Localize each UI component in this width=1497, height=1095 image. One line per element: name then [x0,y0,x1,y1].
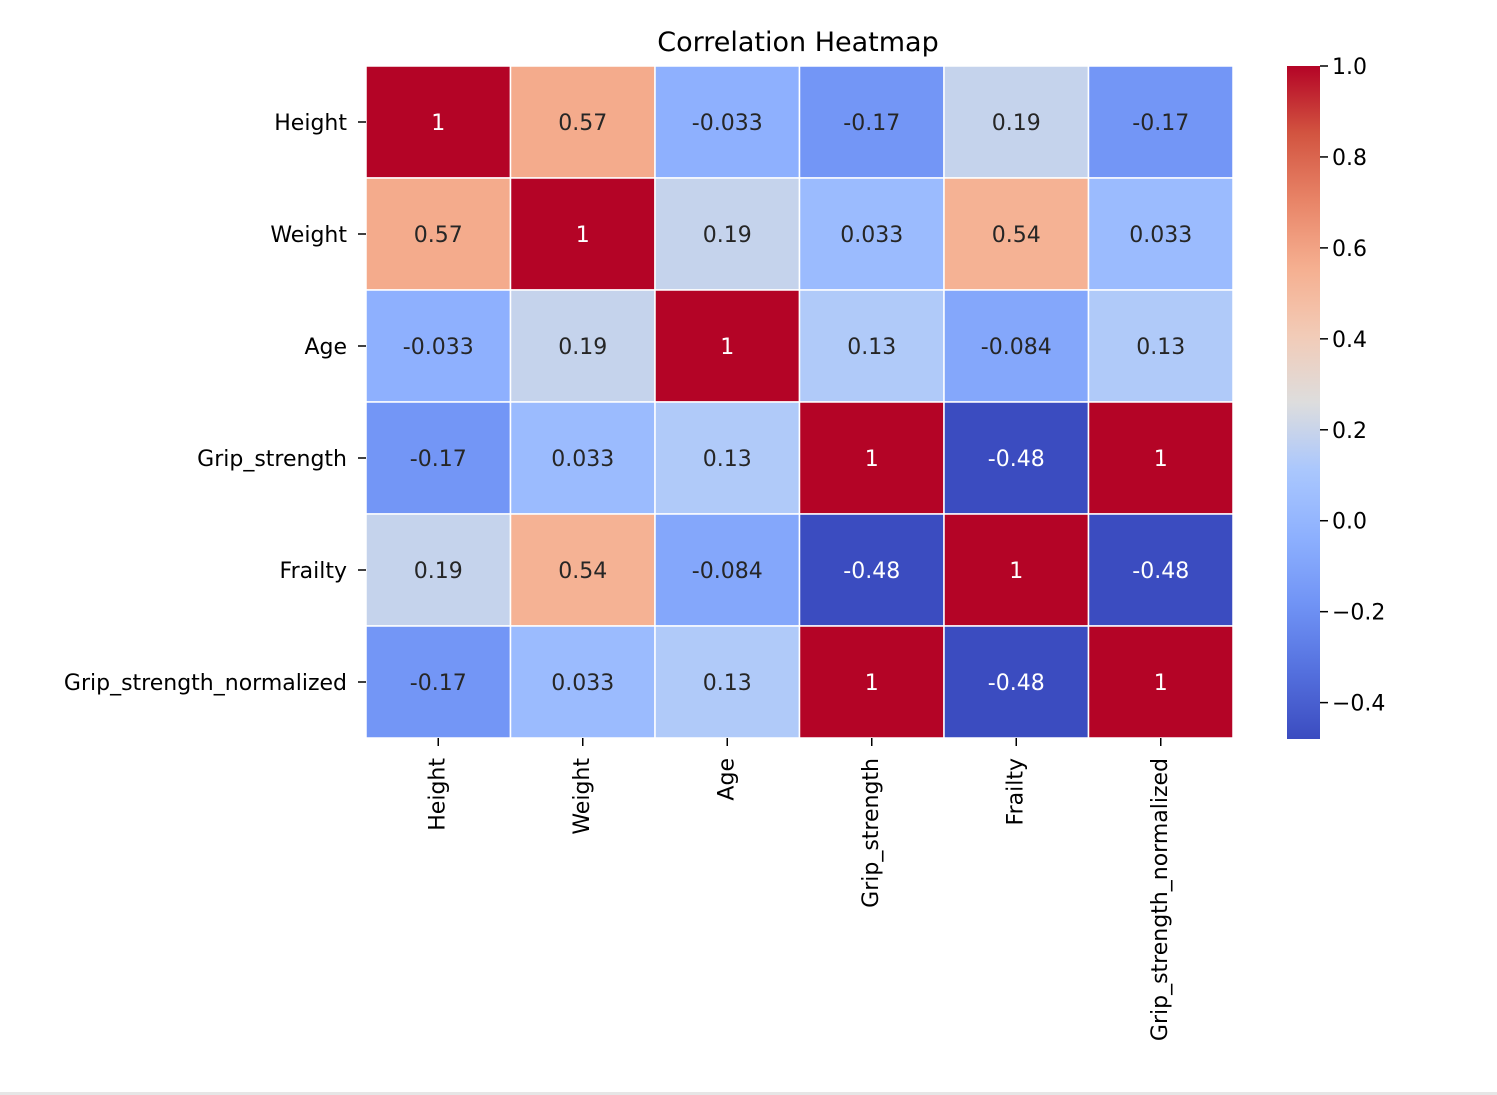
heatmap-cell [798,513,945,627]
y-tick-label: Weight [270,223,347,248]
cell-annotation: 0.033 [840,223,903,248]
heatmap-cells: 1 0.57 -0.033 -0.17 0.19 -0.17 0.57 1 0.19 0.033 0… [365,65,1234,739]
x-tick-label: Grip_strength_normalized [1148,758,1173,1041]
y-tick-label: Age [304,335,347,360]
y-tick-label: Grip_strength [197,447,347,472]
colorbar-tick-label: 0.0 [1332,510,1367,535]
y-tick-label: Grip_strength_normalized [64,671,347,696]
heatmap-cell [1087,401,1234,515]
cell-annotation: -0.17 [843,111,900,136]
heatmap-cell [798,177,945,291]
cell-annotation: 0.19 [992,111,1041,136]
x-tick-label: Height [425,758,450,831]
heatmap-cell [365,401,512,515]
colorbar-tick-label: 1.0 [1332,55,1367,80]
heatmap-cell [943,289,1090,403]
bottom-divider [0,1092,1497,1095]
y-tick-label: Frailty [280,559,347,584]
colorbar-tick-label: 0.6 [1332,237,1367,262]
cell-annotation: 0.13 [703,447,752,472]
cell-annotation: 0.033 [1129,223,1192,248]
cell-annotation: 0.033 [551,671,614,696]
cell-annotation: -0.17 [410,447,467,472]
heatmap-cell [798,401,945,515]
heatmap-cell [365,289,512,403]
colorbar-tick-label: 0.8 [1332,146,1367,171]
cell-annotation: -0.033 [692,111,763,136]
colorbar-tick-label: 0.4 [1332,328,1367,353]
colorbar-tick-label: 0.2 [1332,419,1367,444]
heatmap-cell [943,65,1090,179]
cell-annotation: -0.033 [403,335,474,360]
cell-annotation: 1 [1154,447,1168,472]
heatmap-cell [654,65,801,179]
cell-annotation: -0.084 [692,559,763,584]
heatmap-cell [1087,65,1234,179]
chart-title: Correlation Heatmap [657,27,939,58]
cell-annotation: 0.57 [558,111,607,136]
cell-annotation: -0.17 [410,671,467,696]
cell-annotation: 0.54 [558,559,607,584]
cell-annotation: -0.48 [1132,559,1189,584]
cell-annotation: -0.48 [988,671,1045,696]
cell-annotation: 1 [431,111,445,136]
cell-annotation: 1 [865,447,879,472]
heatmap-cell [943,513,1090,627]
cell-annotation: 0.19 [703,223,752,248]
cell-annotation: -0.48 [988,447,1045,472]
cell-annotation: 1 [720,335,734,360]
cell-annotation: -0.084 [981,335,1052,360]
colorbar-tick-label: −0.4 [1332,692,1385,717]
cell-annotation: 0.57 [414,223,463,248]
heatmap-cell [654,401,801,515]
heatmap-cell [509,65,656,179]
heatmap-cell [798,65,945,179]
heatmap-cell [943,625,1090,739]
cell-annotation: 1 [1154,671,1168,696]
cell-annotation: 1 [576,223,590,248]
colorbar-tick-label: −0.2 [1332,601,1385,626]
heatmap-cell [1087,289,1234,403]
x-tick-label: Weight [570,758,595,835]
heatmap-cell [365,625,512,739]
cell-annotation: 1 [865,671,879,696]
heatmap-cell [798,289,945,403]
x-tick-label: Age [714,758,739,801]
cell-annotation: 1 [1009,559,1023,584]
cell-annotation: 0.54 [992,223,1041,248]
cell-annotation: 0.19 [558,335,607,360]
x-axis: Height Weight Age Grip_strength Frailty Grip_… [425,738,1173,1041]
heatmap-cell [509,401,656,515]
cell-annotation: 0.13 [847,335,896,360]
x-tick-label: Frailty [1003,758,1028,825]
cell-annotation: 0.033 [551,447,614,472]
heatmap-cell [365,65,512,179]
cell-annotation: 0.13 [703,671,752,696]
heatmap-cell [654,513,801,627]
heatmap-cell [943,401,1090,515]
heatmap-cell [1087,625,1234,739]
heatmap-cell [509,177,656,291]
colorbar: 1.0 0.8 0.6 0.4 0.2 0.0 −0.2 −0.4 [1287,55,1385,739]
cell-annotation: 0.13 [1136,335,1185,360]
heatmap-cell [1087,177,1234,291]
cell-annotation: 0.19 [414,559,463,584]
heatmap-cell [509,289,656,403]
heatmap-cell [365,513,512,627]
cell-annotation: -0.48 [843,559,900,584]
heatmap-cell [1087,513,1234,627]
y-tick-label: Height [274,111,347,136]
y-axis: Height Weight Age Grip_strength Frailty Grip_… [64,111,366,696]
cell-annotation: -0.17 [1132,111,1189,136]
x-tick-label: Grip_strength [859,758,884,908]
colorbar-gradient [1287,66,1320,739]
